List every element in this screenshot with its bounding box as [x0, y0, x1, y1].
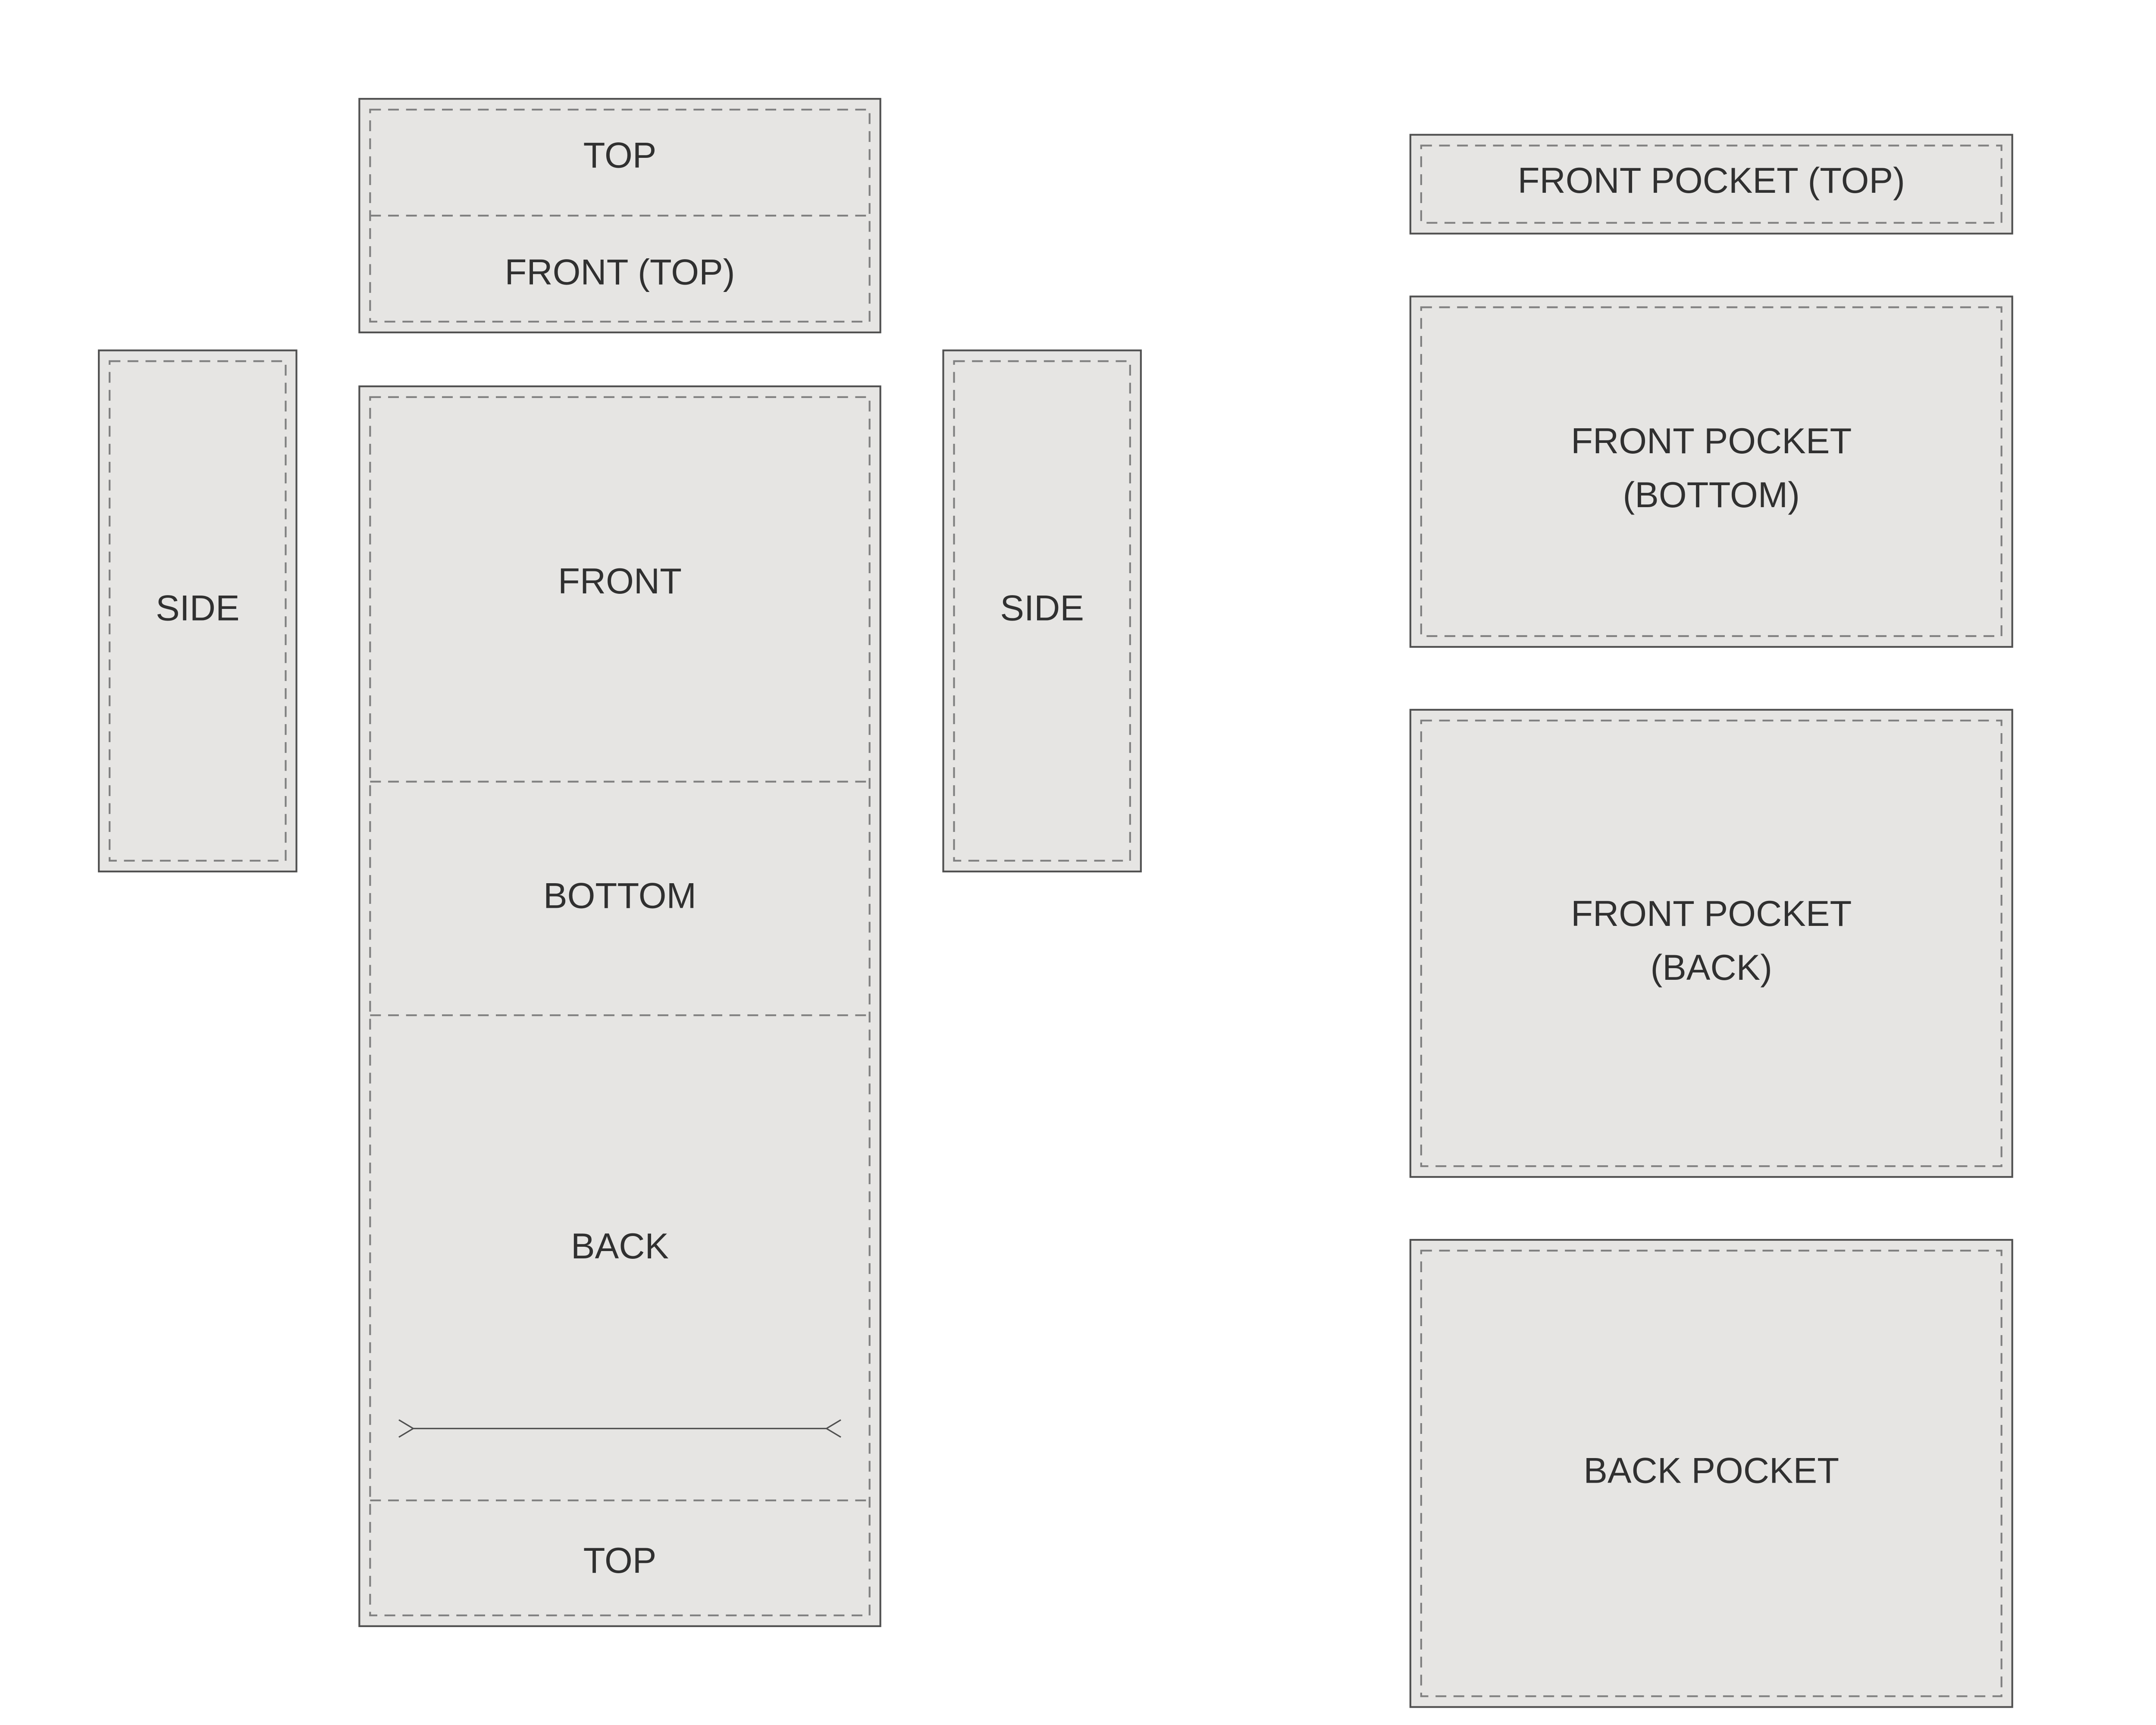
piece-label: FRONT POCKET (TOP)	[1518, 160, 1905, 201]
piece-label: FRONT	[558, 561, 682, 601]
piece-label: BACK	[571, 1226, 669, 1266]
piece-side_right: SIDE	[943, 351, 1141, 872]
piece-label: FRONT POCKET	[1571, 421, 1852, 461]
piece-main_body: FRONT BOTTOM BACK TOP	[359, 386, 880, 1626]
piece-top_front_top: TOP FRONT (TOP)	[359, 99, 880, 332]
piece-label: (BACK)	[1651, 947, 1772, 988]
piece-label: FRONT (TOP)	[505, 252, 735, 292]
piece-label: BOTTOM	[543, 875, 696, 916]
piece-label: SIDE	[1000, 588, 1084, 628]
piece-front_pocket_bottom: FRONT POCKET (BOTTOM)	[1410, 297, 2012, 647]
piece-label: FRONT POCKET	[1571, 894, 1852, 934]
piece-label: SIDE	[156, 588, 240, 628]
piece-back_pocket: BACK POCKET	[1410, 1240, 2012, 1707]
piece-front_pocket_top: FRONT POCKET (TOP)	[1410, 135, 2012, 234]
pattern-diagram: TOP FRONT (TOP) SIDE SIDE FRONT BOTTOM BACK TOP…	[0, 0, 2156, 1725]
piece-front_pocket_back: FRONT POCKET (BACK)	[1410, 710, 2012, 1177]
piece-label: TOP	[583, 135, 657, 176]
piece-side_left: SIDE	[99, 351, 296, 872]
piece-label: BACK POCKET	[1583, 1451, 1839, 1491]
piece-label: (BOTTOM)	[1623, 475, 1800, 515]
piece-label: TOP	[583, 1540, 657, 1581]
